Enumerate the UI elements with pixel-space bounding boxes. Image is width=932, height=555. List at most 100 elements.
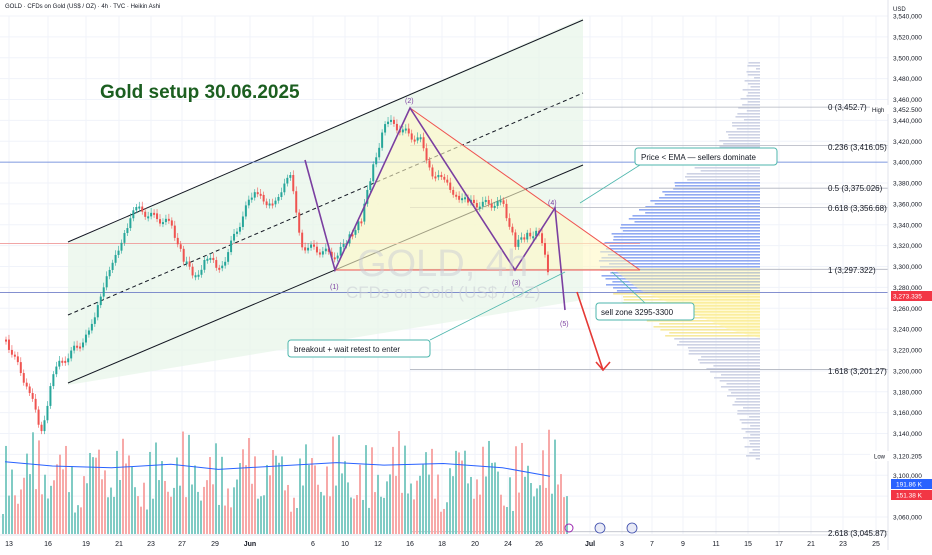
volume-profile-bar — [746, 71, 760, 73]
candle-body — [416, 137, 419, 141]
candle-body — [58, 360, 61, 367]
candle-body — [156, 213, 159, 220]
volume-bar — [248, 438, 250, 534]
candle-body — [321, 251, 324, 255]
volume-profile-bar — [659, 197, 760, 199]
volume-bar — [296, 508, 298, 534]
volume-bar — [293, 497, 295, 534]
candle-body — [324, 248, 327, 252]
volume-bar — [17, 503, 19, 534]
volume-bar — [242, 449, 244, 534]
x-tick-label: 17 — [775, 541, 783, 548]
y-tick-label: 3,440,000 — [893, 118, 922, 125]
volume-bar — [539, 485, 541, 534]
candle-body — [126, 228, 129, 234]
volume-bar — [314, 465, 316, 534]
volume-profile-bar — [744, 80, 760, 82]
volume-profile-bar — [613, 287, 760, 289]
candle-body — [203, 259, 206, 270]
candle-body — [7, 339, 10, 350]
volume-profile-bar — [607, 254, 760, 256]
candle-body — [360, 221, 363, 224]
x-tick-label: 6 — [311, 541, 315, 548]
volume-bar — [62, 469, 64, 534]
volume-bar — [425, 452, 427, 534]
candle-body — [443, 176, 446, 180]
ema-callout-connector — [579, 164, 641, 204]
volume-profile-bar — [638, 209, 760, 211]
candle-body — [173, 225, 176, 238]
volume-profile-bar — [706, 368, 760, 370]
volume-profile-bar — [749, 443, 760, 445]
volume-profile-bar — [737, 113, 760, 115]
event-marker-icon[interactable] — [564, 523, 574, 533]
volume-bar — [230, 507, 232, 534]
volume-bar — [344, 461, 346, 534]
y-tick-label: 3,380,000 — [893, 181, 922, 188]
candle-body — [253, 192, 256, 198]
volume-bar — [431, 448, 433, 534]
volume-bar — [197, 491, 199, 534]
volume-profile-bar — [723, 143, 760, 145]
x-tick-label: 15 — [744, 541, 752, 548]
volume-bar — [107, 497, 109, 534]
volume-bar — [74, 512, 76, 534]
chart-header-title: GOLD · CFDs on Gold (US$ / OZ) · 4h · TV… — [5, 4, 160, 10]
volume-bar — [368, 507, 370, 534]
y-tick-label: 3,340,000 — [893, 222, 922, 229]
x-tick-label: 25 — [872, 541, 880, 548]
volume-bar — [122, 438, 124, 534]
volume-bar — [50, 485, 52, 534]
volume-bar — [353, 498, 355, 534]
volume-bar — [359, 464, 361, 534]
candle-body — [19, 362, 22, 374]
candle-body — [292, 175, 295, 192]
volume-profile-bar — [598, 260, 760, 262]
y-tick-label: 3,240,000 — [893, 327, 922, 334]
candle-body — [339, 246, 342, 256]
volume-tag: 151.38 K — [896, 493, 923, 500]
candle-body — [93, 317, 96, 324]
volume-profile-bar — [749, 452, 760, 454]
volume-bar — [215, 443, 217, 534]
volume-profile-bar — [620, 227, 760, 229]
us-flag-icon-2[interactable] — [626, 522, 638, 534]
volume-bar — [473, 498, 475, 534]
volume-bar — [308, 465, 310, 534]
volume-bar — [167, 491, 169, 534]
volume-profile-bar — [606, 284, 760, 286]
volume-bar — [206, 480, 208, 534]
volume-bar — [200, 500, 202, 534]
volume-profile-bar — [749, 416, 760, 418]
volume-bar — [257, 498, 259, 534]
volume-bar — [515, 446, 517, 534]
volume-bar — [209, 457, 211, 534]
ema-callout-text: Price < EMA — sellers dominate — [641, 153, 756, 162]
volume-bar — [35, 489, 37, 534]
volume-profile-bar — [743, 437, 760, 439]
x-tick-label: 23 — [839, 541, 847, 548]
volume-bar — [149, 451, 151, 534]
volume-bar — [443, 508, 445, 534]
volume-profile-bar — [743, 119, 760, 121]
candle-body — [369, 181, 372, 190]
candle-body — [313, 244, 315, 247]
channel-mid-line — [67, 92, 584, 316]
volume-bar — [413, 499, 415, 534]
candle-body — [452, 189, 455, 195]
volume-bar — [491, 462, 493, 534]
volume-bar — [80, 507, 82, 534]
chart-title: Gold setup 30.06.2025 — [100, 82, 300, 103]
us-flag-icon[interactable] — [594, 522, 606, 534]
volume-bar — [335, 485, 337, 534]
volume-profile-bar — [688, 353, 760, 355]
volume-bar — [110, 487, 112, 534]
volume-bar — [140, 506, 142, 534]
candle-body — [271, 203, 274, 206]
volume-bar — [2, 514, 4, 534]
low-value: 3,120.205 — [893, 454, 922, 461]
volume-bar — [449, 468, 451, 534]
down-arrow-head — [595, 361, 611, 372]
candle-body — [76, 345, 79, 348]
